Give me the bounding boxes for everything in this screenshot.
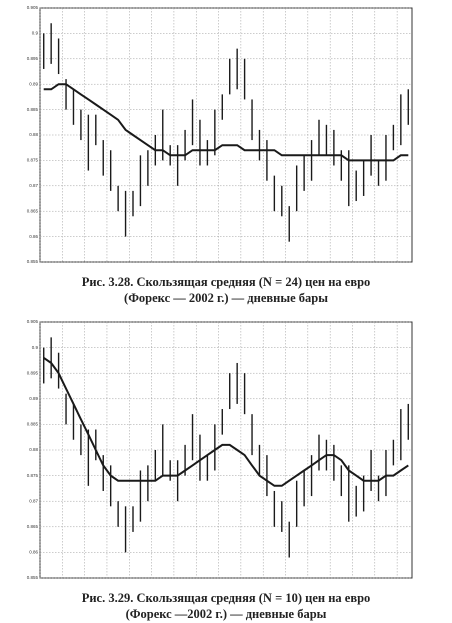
y-tick-label: 0.875 [27, 473, 39, 478]
y-tick-label: 0.9 [32, 31, 39, 36]
y-tick-label: 0.86 [29, 234, 38, 239]
y-tick-label: 0.855 [27, 575, 39, 580]
y-tick-label: 0.865 [27, 208, 39, 213]
y-tick-label: 0.895 [27, 56, 39, 61]
figure-caption: (Форекс —2002 г.) — дневные бары [126, 607, 327, 621]
y-tick-label: 0.86 [29, 550, 38, 555]
y-tick-label: 0.875 [27, 158, 39, 163]
figure-caption: Рис. 3.29. Скользящая средняя (N = 10) ц… [82, 591, 371, 605]
y-tick-label: 0.885 [27, 422, 39, 427]
y-tick-label: 0.88 [29, 132, 38, 137]
y-tick-label: 0.895 [27, 370, 39, 375]
moving-average-line [43, 83, 409, 162]
y-tick-label: 0.855 [27, 259, 39, 264]
y-tick-label: 0.89 [29, 396, 38, 401]
y-tick-label: 0.89 [29, 81, 38, 86]
y-tick-label: 0.9 [32, 345, 39, 350]
y-tick-label: 0.885 [27, 107, 39, 112]
moving-average-line [43, 356, 409, 487]
figure-caption: (Форекс — 2002 г.) — дневные бары [124, 291, 328, 305]
y-tick-label: 0.865 [27, 524, 39, 529]
y-tick-label: 0.905 [27, 5, 39, 10]
figure-caption: Рис. 3.28. Скользящая средняя (N = 24) ц… [82, 275, 371, 289]
y-tick-label: 0.87 [29, 498, 38, 503]
y-tick-label: 0.87 [29, 183, 38, 188]
y-tick-label: 0.905 [27, 319, 39, 324]
y-tick-label: 0.88 [29, 447, 38, 452]
